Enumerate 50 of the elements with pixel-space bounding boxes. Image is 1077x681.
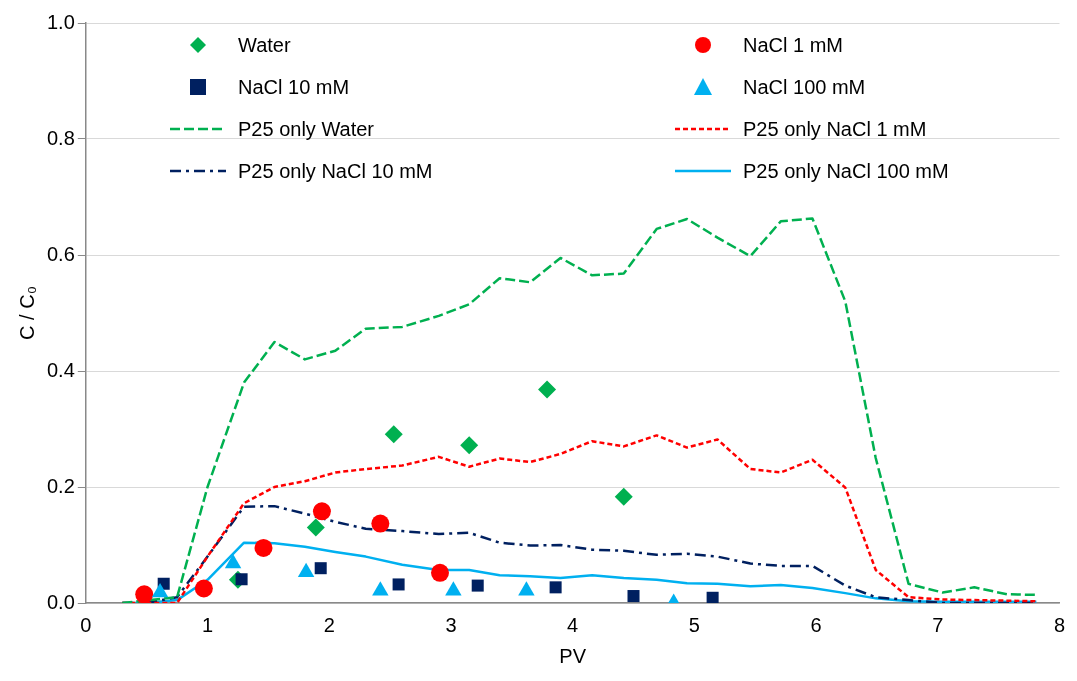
x-tick-label: 3: [445, 613, 457, 636]
point: [392, 578, 405, 591]
point: [430, 563, 449, 582]
legend-label: NaCl 1 mM: [743, 33, 844, 57]
y-tick-label: 0.6: [46, 242, 75, 265]
point: [194, 579, 213, 598]
point: [254, 538, 273, 557]
point: [518, 581, 535, 596]
y-tick-label: 1.0: [46, 10, 75, 33]
point: [314, 562, 327, 575]
y-tick-label: 0.0: [46, 590, 75, 613]
point: [151, 583, 169, 598]
point: [706, 591, 719, 603]
legend-label: P25 only NaCl 1 mM: [743, 117, 927, 141]
point: [297, 562, 315, 578]
point: [549, 581, 562, 594]
point: [471, 579, 484, 592]
y-tick-label: 0.2: [46, 474, 75, 497]
legend-label: P25 only Water: [238, 117, 374, 141]
point: [371, 514, 390, 533]
point: [460, 436, 479, 455]
x-tick-label: 7: [932, 613, 944, 636]
point: [538, 380, 557, 399]
legend-label: NaCl 100 mM: [743, 75, 866, 99]
x-tick-label: 8: [1053, 613, 1066, 636]
point: [306, 518, 325, 537]
x-tick-label: 4: [567, 613, 579, 636]
point: [135, 585, 154, 603]
point: [372, 581, 389, 596]
point: [614, 487, 633, 506]
x-tick-label: 5: [688, 613, 700, 636]
x-tick-label: 0: [80, 613, 92, 636]
x-tick-label: 2: [323, 613, 335, 636]
legend-label: Water: [238, 33, 291, 57]
point: [445, 581, 462, 596]
y-axis-title: C / C₀: [15, 286, 38, 340]
x-tick-label: 1: [201, 613, 214, 636]
point: [627, 590, 640, 603]
x-tick-label: 6: [810, 613, 822, 636]
legend-label: P25 only NaCl 10 mM: [238, 159, 433, 183]
point: [235, 573, 248, 586]
x-axis-title: PV: [559, 644, 587, 667]
legend-label: NaCl 10 mM: [238, 75, 350, 99]
point: [384, 425, 403, 444]
point: [312, 502, 331, 521]
point: [224, 554, 242, 569]
y-tick-label: 0.4: [46, 358, 75, 381]
legend-label: P25 only NaCl 100 mM: [743, 159, 949, 183]
line-series: [121, 217, 1038, 603]
y-tick-label: 0.8: [46, 126, 75, 149]
